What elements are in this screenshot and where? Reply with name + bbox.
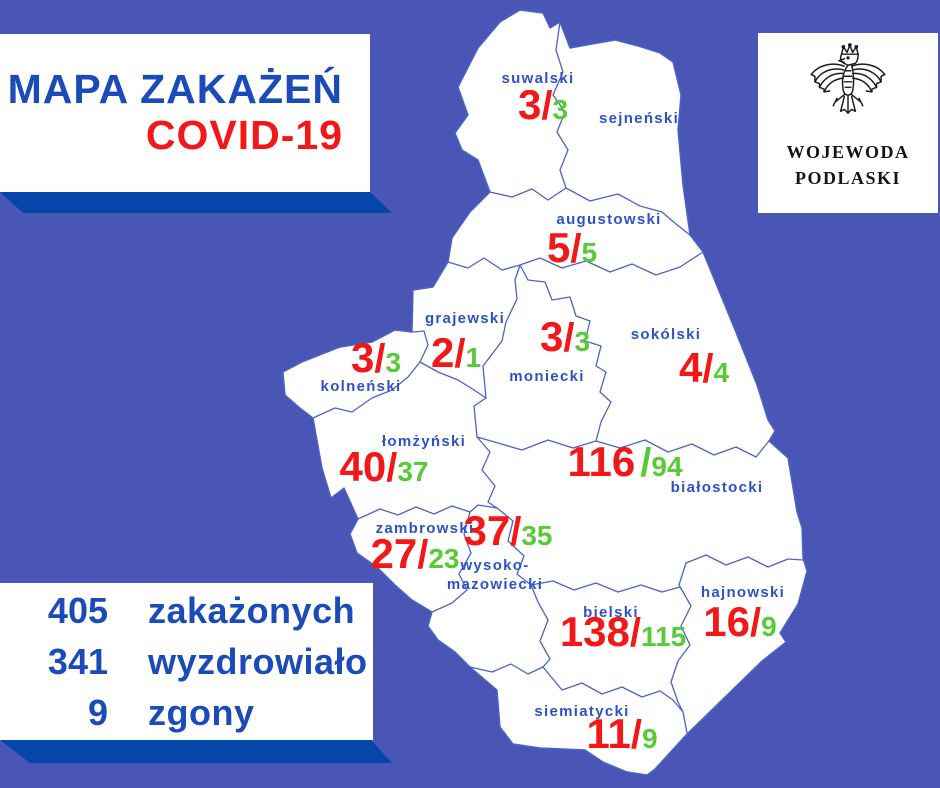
district-counts: 3/3 bbox=[539, 313, 591, 360]
infected-count: 37 bbox=[463, 507, 511, 554]
district-label: wysoko- mazowiecki bbox=[447, 556, 543, 594]
authority-line1: WOJEWODA bbox=[786, 142, 910, 162]
district-label: białostocki bbox=[670, 479, 764, 496]
count-separator: / bbox=[629, 611, 642, 655]
recovered-count: 4 bbox=[713, 357, 730, 388]
district-label: bielski bbox=[583, 604, 639, 621]
stat-label-recovered: wyzdrowiało bbox=[148, 640, 368, 682]
district-label: sokólski bbox=[630, 326, 702, 343]
infected-count: 27 bbox=[370, 530, 418, 577]
recovered-count: 3 bbox=[385, 347, 402, 378]
count-separator: / bbox=[563, 316, 575, 360]
infected-count: 11 bbox=[586, 710, 631, 757]
recovered-count: 3 bbox=[552, 94, 569, 125]
count-separator: / bbox=[417, 533, 429, 577]
count-separator: / bbox=[702, 347, 714, 391]
count-separator: / bbox=[386, 446, 398, 490]
recovered-count: 23 bbox=[428, 543, 460, 574]
infected-count: 138 bbox=[559, 608, 630, 655]
district-counts: 116/94 bbox=[567, 438, 683, 485]
stat-value-infected: 405 bbox=[47, 589, 108, 631]
recovered-count: 1 bbox=[465, 342, 482, 373]
count-separator: / bbox=[454, 332, 466, 376]
stat-value-deaths: 9 bbox=[87, 691, 108, 733]
district-label: grajewski bbox=[424, 310, 506, 327]
stat-value-recovered: 341 bbox=[47, 640, 108, 682]
polish-eagle-icon bbox=[810, 43, 886, 114]
infected-count: 3 bbox=[517, 81, 542, 128]
count-separator: / bbox=[570, 227, 582, 271]
district-label-line2: mazowiecki bbox=[446, 576, 544, 593]
district-counts: 5/5 bbox=[546, 224, 598, 271]
stat-row-infected: 405 zakażonych bbox=[0, 590, 373, 632]
district-borders bbox=[312, 21, 804, 734]
infected-count: 2 bbox=[430, 329, 455, 376]
count-separator: / bbox=[374, 337, 386, 381]
district-counts: 4/4 bbox=[678, 344, 730, 391]
district-counts: 27/23 bbox=[370, 530, 460, 577]
stats-box: 405 zakażonych 341 wyzdrowiało 9 zgony bbox=[0, 583, 373, 740]
district-label: suwalski bbox=[501, 70, 575, 87]
infected-count: 16 bbox=[703, 598, 751, 645]
count-separator: / bbox=[750, 601, 762, 645]
recovered-count: 3 bbox=[574, 326, 591, 357]
title-box: MAPA ZAKAŻEŃ COVID-19 bbox=[0, 34, 370, 192]
district-counts: 3/3 bbox=[517, 81, 569, 128]
stat-label-infected: zakażonych bbox=[148, 589, 356, 631]
count-separator: / bbox=[541, 84, 553, 128]
infected-count: 3 bbox=[350, 334, 375, 381]
infected-count: 3 bbox=[539, 313, 564, 360]
district-counts: 16/9 bbox=[703, 598, 777, 645]
recovered-count: 37 bbox=[397, 456, 429, 487]
district-label: sejneński bbox=[598, 110, 680, 127]
district-label: siemiatycki bbox=[534, 703, 630, 720]
recovered-count: 94 bbox=[651, 451, 683, 482]
infected-count: 40 bbox=[339, 443, 387, 490]
recovered-count: 9 bbox=[641, 723, 658, 754]
recovered-count: 9 bbox=[761, 611, 777, 642]
count-separator: / bbox=[510, 510, 522, 554]
district-label: kolneński bbox=[320, 378, 402, 395]
district-counts: 138/115 bbox=[559, 608, 687, 655]
stats-box-shadow bbox=[0, 740, 392, 763]
infected-count: 5 bbox=[546, 224, 571, 271]
stat-row-deaths: 9 zgony bbox=[0, 692, 373, 734]
authority-logo-box: WOJEWODA PODLASKI bbox=[758, 33, 938, 213]
district-counts: 2/1 bbox=[430, 329, 482, 376]
count-separator: / bbox=[630, 713, 642, 757]
district-counts: 11/9 bbox=[586, 710, 658, 757]
infected-count: 116 bbox=[567, 438, 636, 485]
district-counts: 40/37 bbox=[339, 443, 429, 490]
authority-line2: PODLASKI bbox=[794, 168, 901, 189]
district-label: zambrowski bbox=[375, 520, 475, 537]
title-box-shadow bbox=[0, 192, 392, 213]
district-counts: 3/3 bbox=[350, 334, 402, 381]
authority-name: WOJEWODA PODLASKI bbox=[786, 139, 909, 191]
infected-count: 4 bbox=[678, 344, 703, 391]
district-label: hajnowski bbox=[700, 584, 786, 601]
district-counts: 37/35 bbox=[463, 507, 553, 554]
district-label-line1: wysoko- bbox=[460, 557, 530, 574]
district-label: moniecki bbox=[509, 368, 585, 385]
recovered-count: 35 bbox=[521, 520, 553, 551]
stat-label-deaths: zgony bbox=[148, 691, 255, 733]
stat-row-recovered: 341 wyzdrowiało bbox=[0, 641, 373, 683]
district-label: łomżyński bbox=[381, 433, 467, 450]
count-separator: / bbox=[640, 441, 652, 485]
recovered-count: 5 bbox=[581, 237, 598, 268]
voivodeship-outline bbox=[282, 9, 808, 776]
district-label: augustowski bbox=[556, 211, 662, 228]
page-title: MAPA ZAKAŻEŃ bbox=[7, 66, 343, 113]
page-subtitle: COVID-19 bbox=[145, 112, 343, 158]
recovered-count: 115 bbox=[641, 621, 687, 652]
